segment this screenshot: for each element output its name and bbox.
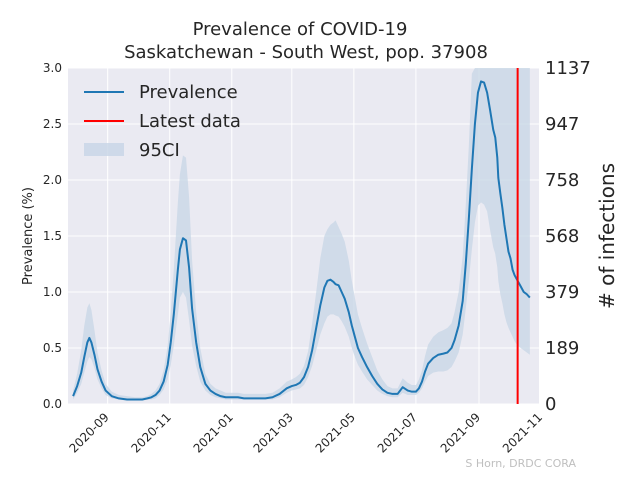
- ci-band-group: [73, 68, 530, 401]
- right-tick-labels: 0 189 379 568 758 947 1137: [545, 58, 591, 415]
- y2-tick-label: 758: [545, 170, 579, 191]
- y2-tick-label: 189: [545, 338, 579, 359]
- y-tick-label: 2.0: [43, 173, 62, 187]
- x-tick-labels: 2020-09 2020-11 2021-01 2021-03 2021-05 2021-…: [66, 410, 545, 455]
- legend-label-prevalence: Prevalence: [139, 82, 238, 103]
- y2-tick-label: 0: [545, 394, 556, 415]
- x-tick-label: 2020-11: [128, 410, 173, 455]
- x-tick-label: 2021-07: [375, 410, 420, 455]
- x-tick-label: 2020-09: [66, 410, 111, 455]
- credit-text: S Horn, DRDC CORA: [465, 457, 576, 470]
- x-tick-label: 2021-03: [251, 410, 296, 455]
- legend-label-latest-data: Latest data: [139, 111, 241, 132]
- grid: [68, 67, 539, 405]
- legend-label-95ci: 95CI: [139, 140, 180, 161]
- x-tick-label: 2021-09: [438, 410, 483, 455]
- series-lines: [72, 68, 531, 404]
- y2-tick-label: 568: [545, 226, 579, 247]
- y-tick-label: 1.0: [43, 285, 62, 299]
- ci-band: [73, 68, 530, 401]
- x-tick-label: 2021-11: [500, 410, 545, 455]
- chart-title: Prevalence of COVID-19: [193, 19, 408, 40]
- y-axis-label: Prevalence (%): [21, 187, 36, 285]
- y2-tick-label: 1137: [545, 58, 591, 79]
- prevalence-line: [72, 80, 531, 401]
- y-tick-label: 0.5: [43, 341, 62, 355]
- y-tick-label: 0.0: [43, 397, 62, 411]
- y-tick-label: 2.5: [43, 117, 62, 131]
- y2-axis-label: # of infections: [595, 163, 619, 309]
- x-tick-label: 2021-05: [313, 410, 358, 455]
- y2-tick-label: 947: [545, 114, 579, 135]
- chart-subtitle: Saskatchewan - South West, pop. 37908: [124, 42, 488, 63]
- y-tick-label: 1.5: [43, 229, 62, 243]
- y2-tick-label: 379: [545, 282, 579, 303]
- legend: Prevalence Latest data 95CI: [84, 82, 241, 161]
- y-tick-label: 3.0: [43, 61, 62, 75]
- x-tick-label: 2021-01: [191, 410, 236, 455]
- legend-swatch-95ci: [84, 143, 124, 156]
- left-tick-labels: 0.0 0.5 1.0 1.5 2.0 2.5 3.0: [43, 61, 62, 411]
